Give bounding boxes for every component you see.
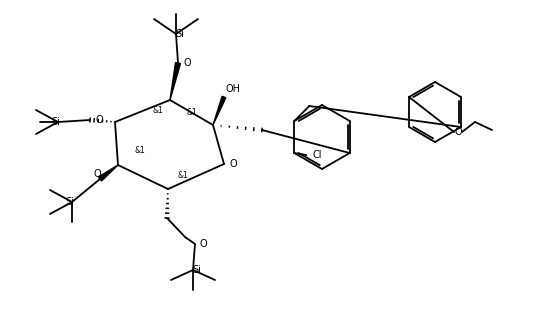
Polygon shape <box>99 165 118 181</box>
Text: O: O <box>93 169 101 179</box>
Text: &1: &1 <box>152 106 164 115</box>
Text: O: O <box>230 159 238 169</box>
Text: &1: &1 <box>177 171 188 179</box>
Text: Cl: Cl <box>312 150 322 160</box>
Polygon shape <box>213 96 226 125</box>
Text: O: O <box>454 127 462 137</box>
Text: &1: &1 <box>187 108 197 117</box>
Text: O: O <box>95 115 103 125</box>
Text: &1: &1 <box>135 146 146 155</box>
Polygon shape <box>170 62 181 100</box>
Text: OH: OH <box>226 84 241 94</box>
Text: Si: Si <box>52 117 60 127</box>
Text: Si: Si <box>175 29 184 39</box>
Text: O: O <box>200 239 208 249</box>
Text: O: O <box>183 58 191 68</box>
Text: Si: Si <box>66 197 75 207</box>
Text: Si: Si <box>192 265 201 275</box>
